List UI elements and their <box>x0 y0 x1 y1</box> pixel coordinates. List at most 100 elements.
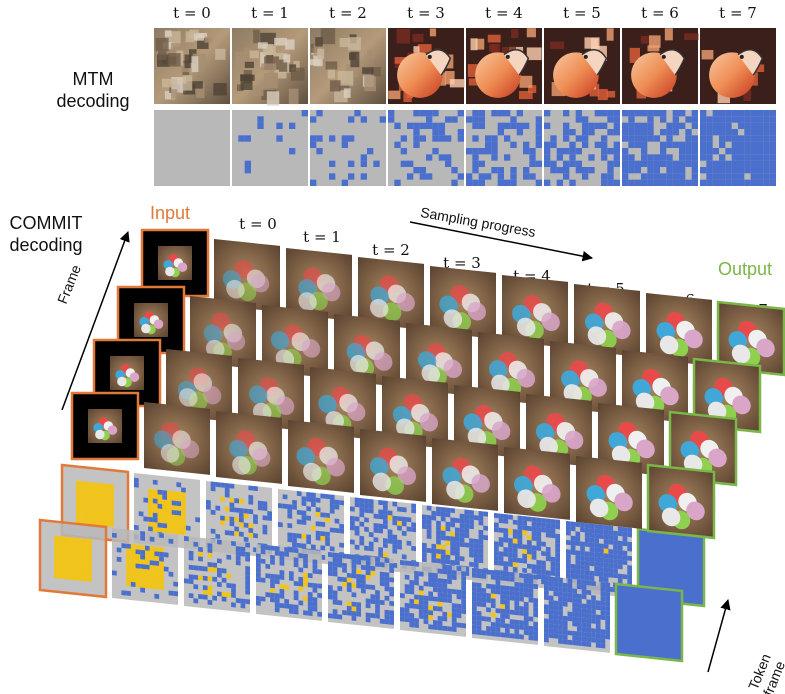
flamingo-body <box>553 52 599 98</box>
ball-2 <box>536 423 555 442</box>
flamingo-eye <box>427 54 432 59</box>
mtm-token-grid-4 <box>466 110 542 186</box>
commit-frame-3-6 <box>504 447 570 520</box>
ball-5 <box>539 436 558 456</box>
ball-3 <box>373 352 393 371</box>
ball-5 <box>396 418 415 438</box>
token-axis-arrow <box>707 598 731 673</box>
mtm-step-label-5: t = 5 <box>563 4 601 22</box>
mtm-label-line2: decoding <box>56 91 130 111</box>
flamingo-beak <box>581 49 608 76</box>
ball-3 <box>396 292 415 312</box>
ball-3 <box>660 386 679 406</box>
commit-frame-0-1 <box>214 239 280 312</box>
mtm-step-label-0: t = 0 <box>173 4 211 22</box>
ball-2 <box>296 447 316 466</box>
commit-frame-0-4 <box>430 266 496 339</box>
ball-3 <box>732 395 751 415</box>
ball-3 <box>516 368 536 388</box>
commit-frame-1-4 <box>406 323 472 396</box>
ball-5 <box>350 355 369 374</box>
ball-2 <box>463 413 483 433</box>
ball-2 <box>229 439 248 459</box>
ball-3 <box>177 262 188 272</box>
output-label: Output <box>718 259 773 279</box>
input-thumb-3 <box>88 409 122 443</box>
input-thumb-2 <box>110 356 144 390</box>
mtm-image-2 <box>310 28 386 104</box>
flamingo-eye <box>739 54 744 59</box>
ball-5 <box>731 344 751 364</box>
flamingo-body <box>475 52 521 98</box>
ball-5 <box>446 480 465 500</box>
mtm-image-4 <box>466 28 542 104</box>
mtm-step-label-7: t = 7 <box>719 4 757 22</box>
commit-frame-1-5 <box>478 332 544 405</box>
ball-2 <box>249 385 268 405</box>
ball-2 <box>369 457 389 476</box>
mtm-token-grid-7 <box>700 110 776 186</box>
token-frame-0-1 <box>134 473 200 550</box>
commit-frame-3-2 <box>216 411 282 484</box>
output-border <box>646 463 716 540</box>
ball-2 <box>318 394 337 414</box>
commit-frame-1-7 <box>622 350 688 423</box>
ball-5 <box>95 429 105 440</box>
ball-3 <box>397 466 417 485</box>
ball-5 <box>661 507 681 527</box>
ball-3 <box>686 501 705 521</box>
ball-3 <box>226 331 246 351</box>
commit-label-line2: decoding <box>9 235 83 255</box>
ball-3 <box>684 329 703 349</box>
mtm-step-label-6: t = 6 <box>641 4 679 22</box>
ball-5 <box>232 456 251 475</box>
ball-2 <box>203 324 223 344</box>
input-thumb-0 <box>158 246 192 280</box>
ball-5 <box>467 427 487 447</box>
ball-3 <box>542 484 561 503</box>
commit-label-line1: COMMIT <box>9 213 83 233</box>
token-frame-1-5 <box>400 560 466 637</box>
commit-frame-0-2 <box>286 248 352 321</box>
flamingo-body <box>397 52 443 98</box>
mtm-token-grid-3 <box>388 110 464 186</box>
mtm-step-label-3: t = 3 <box>407 4 445 22</box>
commit-label: COMMIT decoding <box>0 212 92 256</box>
commit-frame-0-3 <box>358 257 424 330</box>
commit-frame-3-1 <box>144 402 210 475</box>
ball-3 <box>612 320 631 340</box>
ball-3 <box>180 439 200 459</box>
commit-frame-2-6 <box>526 394 592 467</box>
commit-frame-1-6 <box>550 341 616 414</box>
ball-5 <box>611 445 631 465</box>
commit-frame-2-7 <box>598 403 664 476</box>
mtm-label: MTM decoding <box>48 68 138 112</box>
token-frame-1-6 <box>472 568 538 645</box>
token-output-border <box>614 582 684 663</box>
ball-3 <box>443 359 462 378</box>
ball-3 <box>636 439 655 459</box>
ball-5 <box>563 384 583 403</box>
mtm-step-label-1: t = 1 <box>251 4 289 22</box>
flamingo-beak <box>737 49 764 76</box>
ball-3 <box>107 425 118 435</box>
ball-3 <box>756 338 775 358</box>
ball-3 <box>564 430 584 450</box>
mtm-token-grid-5 <box>544 110 620 186</box>
ball-5 <box>160 444 180 463</box>
token-frame-1-1 <box>112 528 178 605</box>
commit-frame-2-1 <box>166 349 232 422</box>
ball-3 <box>250 273 270 293</box>
ball-5 <box>421 364 441 384</box>
ball-5 <box>369 298 389 318</box>
flamingo-eye <box>505 54 510 59</box>
commit-frame-1-1 <box>190 296 256 369</box>
ball-3 <box>202 385 222 405</box>
ball-5 <box>635 392 655 412</box>
mtm-step-label-2: t = 2 <box>329 4 367 22</box>
flamingo-eye <box>583 54 588 59</box>
ball-3 <box>471 474 490 493</box>
ball-2 <box>442 467 461 486</box>
